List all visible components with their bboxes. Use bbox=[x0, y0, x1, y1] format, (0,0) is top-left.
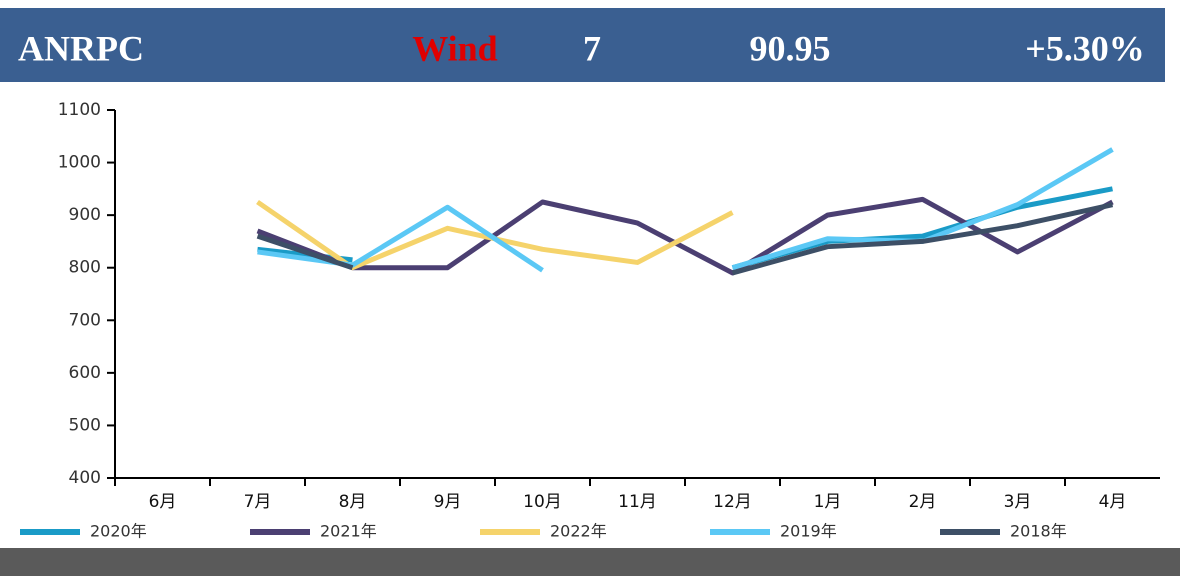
x-tick-label: 6月 bbox=[149, 492, 177, 512]
x-tick-label: 7月 bbox=[244, 492, 272, 512]
y-tick-label: 900 bbox=[69, 205, 101, 225]
y-tick-label: 1000 bbox=[58, 153, 101, 173]
legend-label: 2020年 bbox=[90, 522, 147, 541]
x-tick-label: 12月 bbox=[713, 492, 752, 512]
y-tick-label: 700 bbox=[69, 310, 101, 330]
header-value: 90.95 bbox=[750, 28, 831, 68]
x-tick-label: 2月 bbox=[909, 492, 937, 512]
header-change: +5.30% bbox=[1025, 28, 1145, 68]
header-source: ANRPC bbox=[18, 28, 144, 68]
x-tick-label: 11月 bbox=[618, 492, 657, 512]
legend-label: 2021年 bbox=[320, 522, 377, 541]
x-tick-label: 1月 bbox=[814, 492, 842, 512]
x-tick-label: 8月 bbox=[339, 492, 367, 512]
header-month: 7 bbox=[583, 28, 601, 68]
legend-label: 2018年 bbox=[1010, 522, 1067, 541]
header-provider: Wind bbox=[412, 28, 497, 68]
x-tick-label: 10月 bbox=[523, 492, 562, 512]
y-tick-label: 400 bbox=[69, 468, 101, 488]
y-tick-label: 600 bbox=[69, 363, 101, 383]
x-tick-label: 9月 bbox=[434, 492, 462, 512]
chart: ANRPC Wind 7 90.95 +5.30% 400 500 600 700 80… bbox=[0, 0, 1180, 576]
x-tick-label: 4月 bbox=[1099, 492, 1127, 512]
x-tick-label: 3月 bbox=[1004, 492, 1032, 512]
y-tick-label: 800 bbox=[69, 258, 101, 278]
legend-label: 2022年 bbox=[550, 522, 607, 541]
y-tick-label: 1100 bbox=[58, 100, 101, 120]
footer-bar bbox=[0, 548, 1180, 576]
y-tick-label: 500 bbox=[69, 415, 101, 435]
legend-label: 2019年 bbox=[780, 522, 837, 541]
